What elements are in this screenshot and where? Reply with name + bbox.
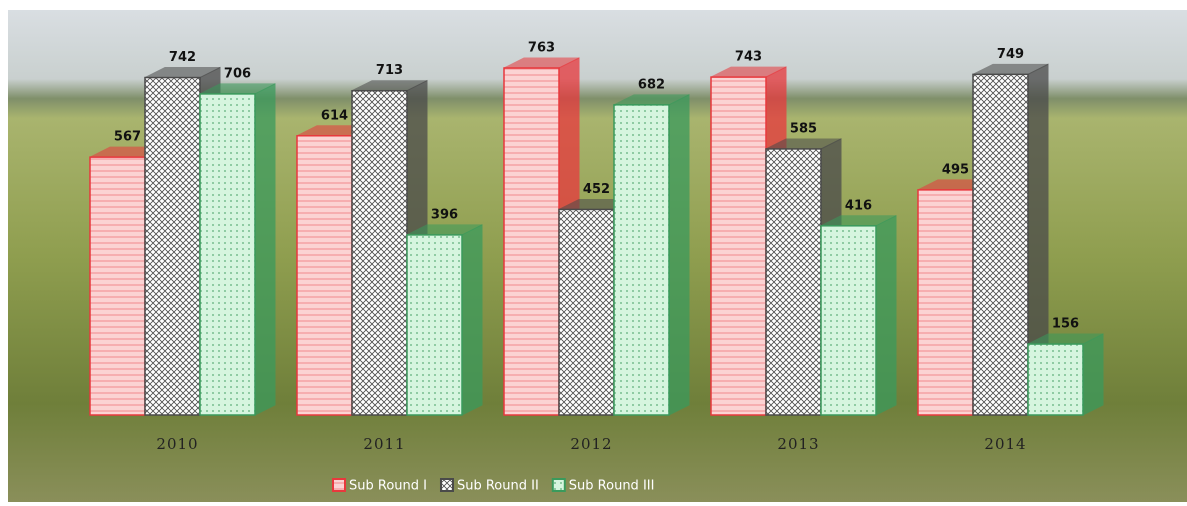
value-label: 567: [114, 130, 141, 145]
legend-label: Sub Round III: [569, 479, 655, 494]
value-label: 495: [942, 162, 969, 177]
value-label: 682: [638, 77, 665, 92]
value-label: 749: [997, 47, 1024, 62]
bar-side: [668, 94, 690, 416]
value-label: 585: [790, 121, 817, 136]
bar: [765, 148, 822, 416]
bar: [820, 225, 877, 416]
legend-swatch: [439, 478, 454, 492]
bar: [89, 156, 146, 416]
value-label: 763: [528, 41, 555, 56]
x-tick-label: 2011: [363, 435, 405, 453]
bar: [199, 93, 256, 416]
x-tick-label: 2010: [156, 435, 198, 453]
value-label: 156: [1052, 317, 1079, 332]
x-tick-label: 2012: [570, 435, 612, 453]
legend-swatch: [551, 478, 566, 492]
legend-label: Sub Round I: [349, 479, 427, 494]
bar: [972, 73, 1029, 416]
bar: [1027, 343, 1084, 416]
bar-side: [875, 215, 897, 416]
bar: [351, 89, 408, 416]
bar: [558, 208, 615, 416]
bar: [710, 76, 767, 416]
bar-side: [461, 224, 483, 416]
bar: [917, 189, 974, 416]
value-label: 396: [431, 207, 458, 222]
bar: [406, 234, 463, 416]
x-tick-label: 2013: [777, 435, 819, 453]
value-label: 452: [583, 182, 610, 197]
value-label: 706: [224, 66, 251, 81]
x-tick-label: 2014: [984, 435, 1026, 453]
legend-swatch: [332, 478, 346, 492]
value-label: 743: [735, 50, 762, 65]
bar: [613, 104, 670, 416]
bar-side: [1082, 333, 1104, 416]
bar-side: [254, 83, 276, 416]
value-label: 713: [376, 63, 403, 78]
bar: [296, 135, 353, 416]
bar: [144, 76, 201, 416]
bar: [503, 67, 560, 416]
value-label: 416: [845, 198, 872, 213]
legend-label: Sub Round II: [457, 479, 539, 494]
value-label: 614: [321, 108, 348, 123]
value-label: 742: [169, 50, 196, 65]
